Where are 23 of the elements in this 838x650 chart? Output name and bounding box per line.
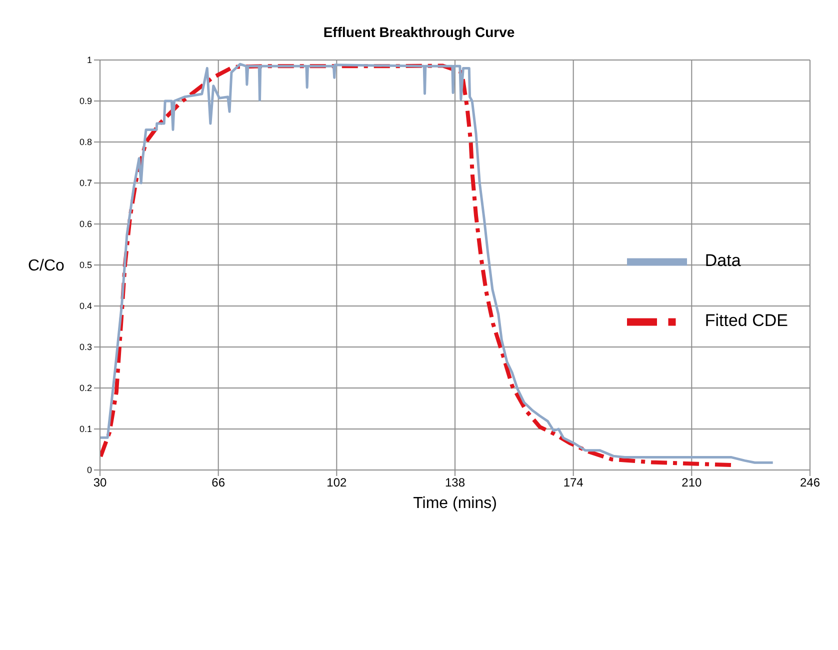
y-tick-label: 0: [86, 465, 92, 476]
y-axis-title: C/Co: [28, 258, 65, 275]
x-tick-label: 210: [682, 476, 702, 490]
chart-title: Effluent Breakthrough Curve: [322, 24, 516, 40]
x-tick-label: 174: [563, 476, 584, 490]
y-tick-label: 0.2: [79, 383, 92, 394]
y-tick-label: 0.8: [79, 137, 92, 148]
y-tick-label: 0.9: [79, 96, 92, 106]
y-tick-label: 0.3: [79, 342, 92, 352]
y-tick-label: 0.6: [79, 219, 92, 230]
y-tick-label: 0.4: [79, 301, 92, 312]
y-tick-label: 1: [86, 55, 92, 66]
legend-label: Fitted CDE: [704, 311, 788, 330]
x-tick-label: 66: [212, 476, 226, 490]
legend-label: Data: [704, 251, 741, 270]
x-tick-label: 30: [93, 476, 107, 490]
x-axis-title: Time (mins): [413, 495, 497, 512]
x-tick-label: 138: [444, 476, 466, 490]
x-tick-label: 102: [326, 476, 347, 490]
y-tick-label: 0.1: [79, 424, 92, 434]
y-tick-label: 0.7: [79, 178, 92, 188]
y-tick-label: 0.5: [79, 260, 92, 270]
x-tick-label: 246: [800, 476, 820, 490]
